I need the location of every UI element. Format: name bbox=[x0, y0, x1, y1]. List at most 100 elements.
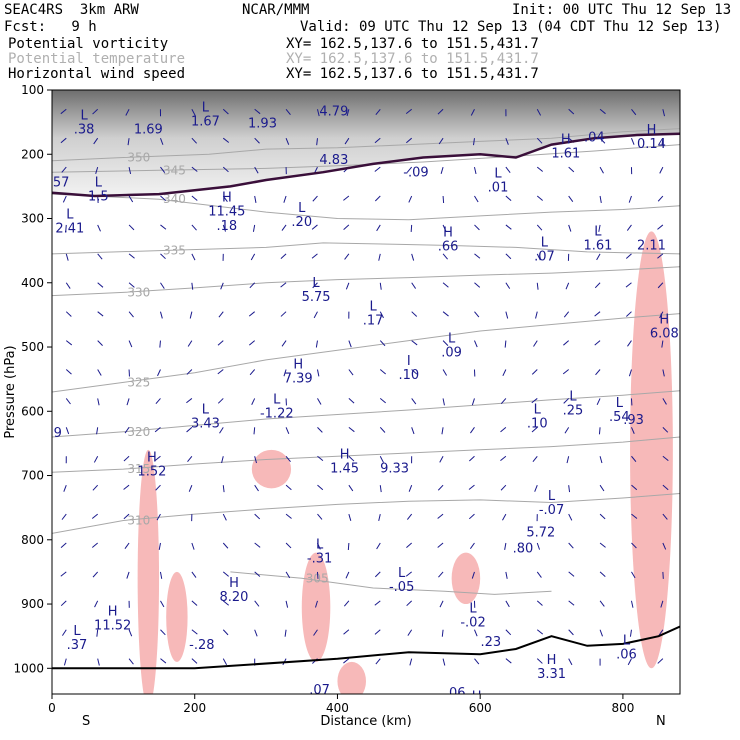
wind-vector bbox=[221, 456, 224, 464]
wind-vector bbox=[379, 427, 386, 433]
wind-vector bbox=[474, 340, 478, 348]
theta-contour bbox=[52, 313, 680, 393]
wind-vector bbox=[536, 629, 544, 635]
wind-vector bbox=[285, 600, 289, 608]
wind-vector bbox=[128, 195, 134, 203]
wind-vector bbox=[92, 108, 99, 115]
forecast-hour: Fcst: 9 h bbox=[4, 19, 97, 35]
wind-vector bbox=[531, 369, 538, 375]
wind-vector bbox=[630, 600, 634, 608]
extremum-value: 11.45 bbox=[208, 204, 245, 219]
wind-vector bbox=[283, 195, 287, 203]
wind-vector bbox=[156, 513, 161, 521]
wind-vector bbox=[222, 195, 228, 202]
wind-vector bbox=[661, 340, 664, 348]
wind-vector bbox=[442, 369, 448, 376]
extremum-letter: L bbox=[202, 402, 210, 417]
wind-vector bbox=[565, 282, 570, 290]
wind-vector bbox=[568, 108, 575, 115]
wind-vector bbox=[662, 109, 666, 117]
wind-vector bbox=[254, 108, 261, 115]
wind-vector bbox=[631, 484, 638, 491]
y-tick-label: 100 bbox=[21, 83, 44, 97]
wind-vector bbox=[285, 138, 290, 145]
wind-vector bbox=[315, 340, 318, 348]
extremum-letter: L bbox=[448, 332, 456, 347]
wind-vector bbox=[285, 484, 292, 491]
wind-shading-region bbox=[630, 231, 673, 669]
left-endpoint-label: S bbox=[82, 714, 90, 729]
extremum-value: .57 bbox=[49, 175, 70, 190]
theta-contour bbox=[52, 193, 680, 221]
wind-vector bbox=[218, 311, 224, 318]
wind-vector bbox=[123, 484, 130, 490]
wind-vector bbox=[437, 513, 444, 519]
wind-vector bbox=[474, 224, 480, 231]
wind-vector bbox=[374, 137, 381, 144]
wind-vector bbox=[348, 455, 355, 462]
wind-vector bbox=[97, 253, 103, 260]
wind-vector bbox=[379, 398, 386, 404]
wind-vector bbox=[563, 340, 570, 346]
y-tick-label: 600 bbox=[21, 404, 44, 418]
extremum-letter: L bbox=[80, 109, 88, 124]
wind-vector bbox=[254, 195, 257, 203]
wind-vector bbox=[186, 369, 193, 375]
wind-vector bbox=[123, 455, 130, 462]
wind-vector bbox=[657, 658, 664, 664]
extremum-value: 0.14 bbox=[637, 137, 666, 152]
wind-vector bbox=[316, 109, 320, 117]
extremum-value: .80 bbox=[513, 542, 534, 557]
x-tick-label: 0 bbox=[48, 701, 56, 715]
wind-vector bbox=[474, 195, 479, 203]
wind-vector bbox=[254, 137, 260, 144]
wind-vector bbox=[281, 340, 287, 347]
wind-vector bbox=[343, 600, 350, 607]
extremum-value: 9.33 bbox=[380, 461, 409, 476]
wind-vector bbox=[160, 224, 167, 230]
wind-vector bbox=[662, 369, 665, 377]
wind-vector bbox=[657, 253, 664, 259]
wind-vector bbox=[598, 427, 601, 435]
wind-vector bbox=[220, 282, 224, 290]
wind-shading-region bbox=[137, 449, 160, 694]
wind-vector bbox=[191, 600, 198, 606]
wind-vector bbox=[124, 427, 130, 434]
theta-contour-label: 310 bbox=[127, 514, 150, 528]
wind-vector bbox=[531, 398, 538, 404]
wind-vector bbox=[410, 224, 413, 232]
extremum-value: 4.83 bbox=[319, 153, 348, 168]
wind-vector bbox=[625, 282, 632, 288]
wind-vector bbox=[473, 166, 477, 175]
wind-vector bbox=[191, 282, 194, 290]
wind-vector bbox=[343, 224, 350, 230]
wind-vector bbox=[442, 340, 449, 346]
wind-vector bbox=[442, 658, 446, 666]
y-tick-label: 900 bbox=[21, 597, 44, 611]
extremum-letter: L bbox=[623, 634, 631, 649]
wind-vector bbox=[504, 542, 507, 550]
extremum-letter: L bbox=[494, 167, 502, 182]
extremum-letter: L bbox=[312, 276, 320, 291]
wind-vector bbox=[313, 629, 318, 636]
wind-vector bbox=[474, 629, 478, 637]
wind-vector bbox=[536, 137, 543, 144]
wind-vector bbox=[60, 108, 67, 115]
wind-vector bbox=[155, 484, 161, 491]
extremum-letter: L bbox=[398, 566, 406, 581]
extremum-letter: H bbox=[659, 312, 669, 327]
wind-vector bbox=[473, 138, 475, 146]
extremum-letter: H bbox=[647, 123, 657, 138]
wind-vector bbox=[631, 542, 637, 549]
wind-vector bbox=[599, 513, 606, 520]
field-xy-theta: XY= 162.5,137.6 to 151.5,431.7 bbox=[286, 51, 539, 67]
wind-vector bbox=[408, 195, 413, 203]
wind-vector bbox=[60, 600, 67, 607]
wind-vector bbox=[65, 427, 70, 435]
wind-vector bbox=[536, 253, 541, 261]
wind-vector bbox=[126, 571, 130, 579]
wind-vector bbox=[316, 571, 319, 579]
wind-vector bbox=[625, 253, 632, 259]
extremum-value: 1.45 bbox=[330, 461, 359, 476]
extremum-letter: L bbox=[569, 389, 577, 404]
